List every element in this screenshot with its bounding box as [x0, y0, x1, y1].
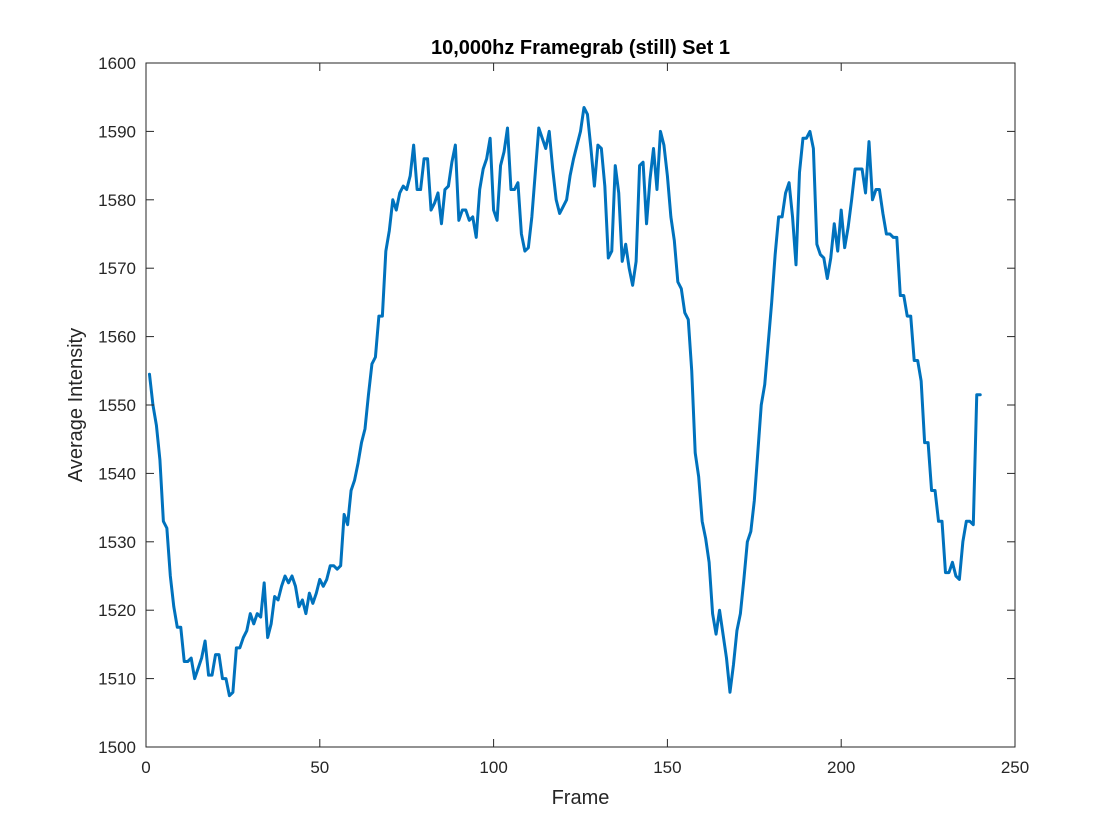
y-tick-label: 1500 [98, 738, 136, 757]
y-axis-label: Average Intensity [65, 328, 87, 482]
y-tick-label: 1540 [98, 464, 136, 483]
plot-area [146, 63, 1015, 747]
x-axis-label: Frame [552, 787, 610, 809]
y-tick-label: 1590 [98, 122, 136, 141]
x-tick-label: 150 [653, 758, 681, 777]
series-line-1 [147, 105, 982, 698]
x-tick-label: 250 [1001, 758, 1029, 777]
x-tick-label: 50 [310, 758, 329, 777]
y-tick-label: 1560 [98, 328, 136, 347]
y-tick-label: 1580 [98, 191, 136, 210]
y-tick-label: 1550 [98, 396, 136, 415]
tick-label-layer: 0 50 100 150 200 250 1500 1510 1520 1530 1540 1550 1… [98, 54, 1029, 777]
x-tick-label: 0 [141, 758, 150, 777]
axes-box [145, 62, 1016, 748]
series-layer [147, 105, 982, 698]
y-tick-label: 1520 [98, 601, 136, 620]
y-tick-label: 1600 [98, 54, 136, 73]
x-tick-label: 100 [479, 758, 507, 777]
y-tick-label: 1510 [98, 670, 136, 689]
y-tick-label: 1570 [98, 259, 136, 278]
chart-title: 10,000hz Framegrab (still) Set 1 [431, 37, 730, 59]
y-tick-label: 1530 [98, 533, 136, 552]
x-tick-label: 200 [827, 758, 855, 777]
